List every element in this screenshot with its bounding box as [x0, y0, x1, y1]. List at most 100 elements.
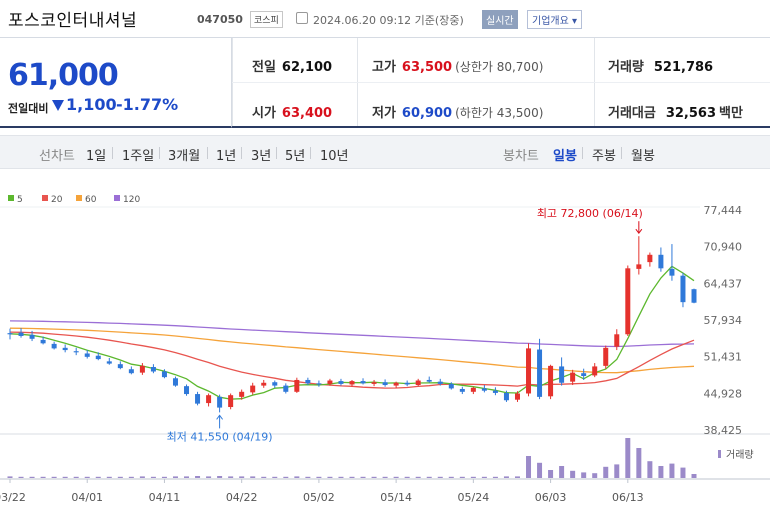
volume-bar: [691, 474, 697, 478]
candle-body: [195, 394, 201, 404]
candle-body: [570, 372, 576, 382]
candle-body: [537, 349, 543, 397]
low-arrowhead: [216, 414, 224, 420]
volume-bar: [294, 476, 300, 478]
volume-bar: [393, 476, 399, 478]
candle-body: [84, 353, 90, 357]
candle-body: [669, 268, 675, 276]
stat-high: 고가 63,500 (상한가 80,700): [372, 60, 544, 75]
tab-10y[interactable]: 10년: [320, 149, 349, 164]
candle-body: [581, 373, 587, 377]
volume-bar: [437, 476, 443, 478]
volume-bar: [106, 476, 112, 478]
price-stats: 전일 62,100 고가 63,500 (상한가 80,700) 거래량 521,786…: [232, 38, 770, 128]
candle-body: [448, 383, 454, 389]
volume-bar: [316, 476, 322, 478]
volume-bar: [669, 463, 675, 478]
volume-bar: [658, 466, 664, 478]
candle-body: [481, 388, 487, 391]
volume-bar: [239, 476, 245, 478]
volume-legend-label: 거래량: [726, 449, 754, 461]
volume-bar: [283, 476, 289, 478]
legend-label-120: 120: [123, 195, 140, 205]
volume-bar: [592, 473, 598, 478]
volume-bar: [382, 476, 388, 478]
stock-code: 047050: [197, 13, 243, 26]
stat-open: 시가 63,400: [252, 106, 333, 121]
y-tick-label: 51,431: [704, 351, 743, 364]
volume-bar: [51, 476, 57, 478]
volume-bar: [139, 476, 145, 478]
candle-body: [117, 364, 123, 369]
change-amount: 1,100: [66, 95, 117, 114]
volume-bar: [503, 476, 509, 478]
volume-bar: [426, 476, 432, 478]
x-tick-label: 05/14: [380, 491, 412, 504]
stat-prev-close: 전일 62,100: [252, 60, 333, 75]
tab-monthly[interactable]: 월봉: [631, 149, 655, 164]
line-chart-label[interactable]: 선차트: [39, 149, 75, 164]
tab-3m[interactable]: 3개월: [168, 149, 201, 164]
volume-bar: [117, 476, 123, 478]
volume-bar: [195, 476, 201, 478]
volume-bar: [272, 476, 278, 478]
chart-period-tabs: 선차트 1일 1주일 3개월 1년 3년 5년 10년 봉차트 일봉 주봉 월봉: [0, 135, 770, 169]
company-info-dropdown[interactable]: 기업개요 ▾: [527, 10, 583, 29]
volume-bar: [161, 476, 167, 478]
tab-daily[interactable]: 일봉: [553, 149, 577, 164]
volume-bar: [305, 476, 311, 478]
candle-body: [139, 365, 145, 373]
clock-icon: [296, 12, 308, 24]
volume-bar: [184, 476, 190, 478]
legend-swatch-120: [114, 195, 120, 201]
candle-body: [250, 385, 256, 393]
tab-5y[interactable]: 5년: [285, 149, 306, 164]
candle-body: [261, 382, 267, 386]
candle-body: [7, 333, 13, 335]
candle-body: [29, 334, 35, 339]
volume-bar: [448, 476, 454, 478]
candle-body: [172, 378, 178, 386]
candle-body: [95, 355, 101, 360]
candle-body: [647, 254, 653, 263]
legend-label-5: 5: [17, 195, 23, 205]
volume-bar: [338, 476, 344, 478]
candle-body: [51, 343, 57, 349]
volume-bar: [614, 464, 620, 478]
candle-body: [514, 393, 520, 400]
volume-bar: [40, 476, 46, 478]
x-tick-label: 06/03: [535, 491, 567, 504]
tab-weekly[interactable]: 주봉: [592, 149, 616, 164]
volume-bar: [404, 476, 410, 478]
candle-body: [40, 339, 46, 344]
x-tick-label: 04/01: [71, 491, 103, 504]
tab-1y[interactable]: 1년: [216, 149, 237, 164]
candle-body: [338, 381, 344, 384]
tab-3y[interactable]: 3년: [251, 149, 272, 164]
realtime-button[interactable]: 실시간: [482, 10, 518, 29]
volume-bar: [492, 476, 498, 478]
x-tick-label: 04/11: [149, 491, 181, 504]
candle-body: [206, 395, 212, 404]
candle-body: [526, 348, 532, 394]
tab-1w[interactable]: 1주일: [122, 149, 155, 164]
legend-swatch-60: [76, 195, 82, 201]
candle-chart-label[interactable]: 봉차트: [503, 149, 539, 164]
volume-bar: [261, 476, 267, 478]
candle-body: [161, 371, 167, 378]
candle-body: [614, 334, 620, 347]
change-label: 전일대비: [8, 102, 49, 115]
x-tick-label: 03/22: [0, 491, 26, 504]
volume-bar: [73, 476, 79, 478]
moving-average-ma5: [9, 265, 695, 400]
candle-body: [492, 390, 498, 393]
candle-body: [349, 381, 355, 385]
timestamp: 2024.06.20 09:12 기준(장중): [313, 14, 464, 27]
volume-bar: [526, 456, 532, 478]
candle-body: [437, 381, 443, 384]
volume-bar: [206, 476, 212, 478]
legend-swatch-5: [8, 195, 14, 201]
tab-1d[interactable]: 1일: [86, 149, 107, 164]
volume-bar: [559, 466, 565, 478]
legend-label-20: 20: [51, 195, 63, 205]
